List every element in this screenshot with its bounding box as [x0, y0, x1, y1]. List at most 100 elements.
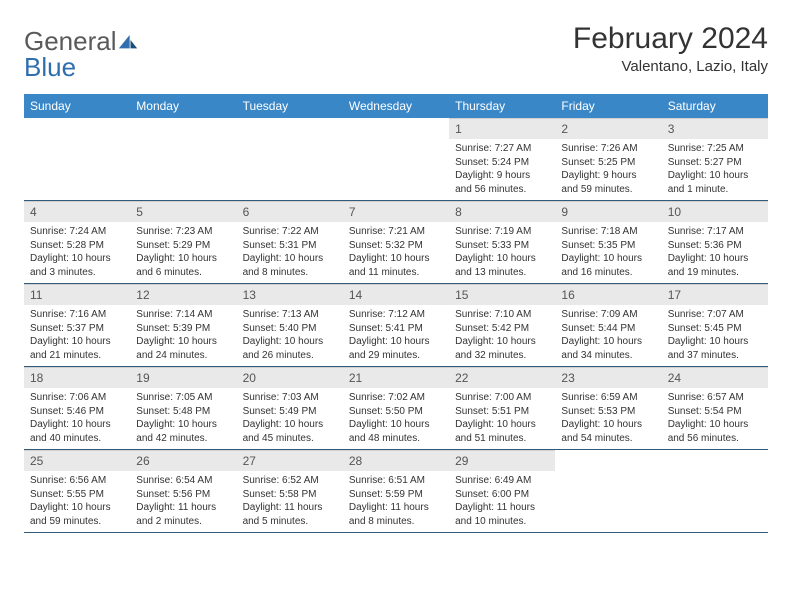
sunset-text: Sunset: 5:39 PM — [136, 322, 230, 336]
daylight-text: Daylight: 10 hours and 21 minutes. — [30, 335, 124, 362]
calendar-cell: 16Sunrise: 7:09 AMSunset: 5:44 PMDayligh… — [555, 284, 661, 367]
sunrise-text: Sunrise: 7:05 AM — [136, 391, 230, 405]
day-number: 7 — [343, 201, 449, 222]
calendar-cell — [343, 118, 449, 201]
sunrise-text: Sunrise: 6:52 AM — [243, 474, 337, 488]
day-data: Sunrise: 7:19 AMSunset: 5:33 PMDaylight:… — [449, 222, 555, 283]
daylight-text: Daylight: 10 hours and 26 minutes. — [243, 335, 337, 362]
day-data: Sunrise: 7:27 AMSunset: 5:24 PMDaylight:… — [449, 139, 555, 200]
day-data: Sunrise: 7:24 AMSunset: 5:28 PMDaylight:… — [24, 222, 130, 283]
brand-part2: Blue — [24, 52, 76, 82]
day-number: 19 — [130, 367, 236, 388]
daylight-text: Daylight: 10 hours and 29 minutes. — [349, 335, 443, 362]
calendar-cell: 22Sunrise: 7:00 AMSunset: 5:51 PMDayligh… — [449, 367, 555, 450]
day-number: 1 — [449, 118, 555, 139]
calendar-cell: 1Sunrise: 7:27 AMSunset: 5:24 PMDaylight… — [449, 118, 555, 201]
sunrise-text: Sunrise: 7:00 AM — [455, 391, 549, 405]
location: Valentano, Lazio, Italy — [573, 58, 768, 75]
calendar-cell: 12Sunrise: 7:14 AMSunset: 5:39 PMDayligh… — [130, 284, 236, 367]
day-data: Sunrise: 7:10 AMSunset: 5:42 PMDaylight:… — [449, 305, 555, 366]
day-data: Sunrise: 6:54 AMSunset: 5:56 PMDaylight:… — [130, 471, 236, 532]
sunrise-text: Sunrise: 7:13 AM — [243, 308, 337, 322]
calendar-cell — [662, 450, 768, 533]
sunset-text: Sunset: 5:45 PM — [668, 322, 762, 336]
day-data: Sunrise: 7:26 AMSunset: 5:25 PMDaylight:… — [555, 139, 661, 200]
sunset-text: Sunset: 5:27 PM — [668, 156, 762, 170]
day-data: Sunrise: 7:07 AMSunset: 5:45 PMDaylight:… — [662, 305, 768, 366]
day-number: 4 — [24, 201, 130, 222]
day-data: Sunrise: 7:21 AMSunset: 5:32 PMDaylight:… — [343, 222, 449, 283]
sunrise-text: Sunrise: 7:06 AM — [30, 391, 124, 405]
calendar-cell: 21Sunrise: 7:02 AMSunset: 5:50 PMDayligh… — [343, 367, 449, 450]
sunrise-text: Sunrise: 7:24 AM — [30, 225, 124, 239]
sunrise-text: Sunrise: 6:59 AM — [561, 391, 655, 405]
sunrise-text: Sunrise: 6:54 AM — [136, 474, 230, 488]
calendar-cell: 24Sunrise: 6:57 AMSunset: 5:54 PMDayligh… — [662, 367, 768, 450]
daylight-text: Daylight: 10 hours and 3 minutes. — [30, 252, 124, 279]
calendar-cell — [555, 450, 661, 533]
day-data: Sunrise: 7:00 AMSunset: 5:51 PMDaylight:… — [449, 388, 555, 449]
weekday-header: Thursday — [449, 94, 555, 118]
sunset-text: Sunset: 5:33 PM — [455, 239, 549, 253]
calendar-cell: 17Sunrise: 7:07 AMSunset: 5:45 PMDayligh… — [662, 284, 768, 367]
sunset-text: Sunset: 5:50 PM — [349, 405, 443, 419]
daylight-text: Daylight: 10 hours and 48 minutes. — [349, 418, 443, 445]
sunrise-text: Sunrise: 7:23 AM — [136, 225, 230, 239]
sunrise-text: Sunrise: 7:02 AM — [349, 391, 443, 405]
daylight-text: Daylight: 10 hours and 11 minutes. — [349, 252, 443, 279]
sunset-text: Sunset: 5:49 PM — [243, 405, 337, 419]
sunset-text: Sunset: 5:31 PM — [243, 239, 337, 253]
daylight-text: Daylight: 9 hours and 59 minutes. — [561, 169, 655, 196]
sunset-text: Sunset: 5:37 PM — [30, 322, 124, 336]
page-title: February 2024 — [573, 22, 768, 56]
calendar-cell: 6Sunrise: 7:22 AMSunset: 5:31 PMDaylight… — [237, 201, 343, 284]
sunrise-text: Sunrise: 7:03 AM — [243, 391, 337, 405]
sunset-text: Sunset: 5:35 PM — [561, 239, 655, 253]
day-data: Sunrise: 7:02 AMSunset: 5:50 PMDaylight:… — [343, 388, 449, 449]
calendar-cell: 8Sunrise: 7:19 AMSunset: 5:33 PMDaylight… — [449, 201, 555, 284]
day-number: 8 — [449, 201, 555, 222]
calendar-cell: 9Sunrise: 7:18 AMSunset: 5:35 PMDaylight… — [555, 201, 661, 284]
sunset-text: Sunset: 5:56 PM — [136, 488, 230, 502]
weekday-header: Saturday — [662, 94, 768, 118]
day-number: 22 — [449, 367, 555, 388]
weekday-header: Friday — [555, 94, 661, 118]
sunrise-text: Sunrise: 7:09 AM — [561, 308, 655, 322]
day-data: Sunrise: 6:52 AMSunset: 5:58 PMDaylight:… — [237, 471, 343, 532]
daylight-text: Daylight: 10 hours and 8 minutes. — [243, 252, 337, 279]
day-number: 21 — [343, 367, 449, 388]
daylight-text: Daylight: 10 hours and 6 minutes. — [136, 252, 230, 279]
day-data: Sunrise: 7:13 AMSunset: 5:40 PMDaylight:… — [237, 305, 343, 366]
sunrise-text: Sunrise: 7:14 AM — [136, 308, 230, 322]
calendar-cell: 13Sunrise: 7:13 AMSunset: 5:40 PMDayligh… — [237, 284, 343, 367]
calendar-cell: 4Sunrise: 7:24 AMSunset: 5:28 PMDaylight… — [24, 201, 130, 284]
calendar-cell: 11Sunrise: 7:16 AMSunset: 5:37 PMDayligh… — [24, 284, 130, 367]
daylight-text: Daylight: 10 hours and 59 minutes. — [30, 501, 124, 528]
calendar-table: SundayMondayTuesdayWednesdayThursdayFrid… — [24, 94, 768, 533]
sunset-text: Sunset: 5:42 PM — [455, 322, 549, 336]
calendar-cell: 20Sunrise: 7:03 AMSunset: 5:49 PMDayligh… — [237, 367, 343, 450]
day-number: 13 — [237, 284, 343, 305]
day-data: Sunrise: 6:59 AMSunset: 5:53 PMDaylight:… — [555, 388, 661, 449]
sunset-text: Sunset: 5:46 PM — [30, 405, 124, 419]
calendar-cell: 25Sunrise: 6:56 AMSunset: 5:55 PMDayligh… — [24, 450, 130, 533]
day-data: Sunrise: 7:25 AMSunset: 5:27 PMDaylight:… — [662, 139, 768, 200]
daylight-text: Daylight: 10 hours and 56 minutes. — [668, 418, 762, 445]
day-number: 24 — [662, 367, 768, 388]
sunrise-text: Sunrise: 7:21 AM — [349, 225, 443, 239]
sunset-text: Sunset: 5:51 PM — [455, 405, 549, 419]
sunset-text: Sunset: 5:41 PM — [349, 322, 443, 336]
daylight-text: Daylight: 11 hours and 8 minutes. — [349, 501, 443, 528]
day-data: Sunrise: 7:17 AMSunset: 5:36 PMDaylight:… — [662, 222, 768, 283]
calendar-cell: 27Sunrise: 6:52 AMSunset: 5:58 PMDayligh… — [237, 450, 343, 533]
day-number: 23 — [555, 367, 661, 388]
sunrise-text: Sunrise: 7:18 AM — [561, 225, 655, 239]
day-number: 20 — [237, 367, 343, 388]
day-data: Sunrise: 7:23 AMSunset: 5:29 PMDaylight:… — [130, 222, 236, 283]
sunset-text: Sunset: 6:00 PM — [455, 488, 549, 502]
day-number: 29 — [449, 450, 555, 471]
daylight-text: Daylight: 10 hours and 13 minutes. — [455, 252, 549, 279]
sunset-text: Sunset: 5:54 PM — [668, 405, 762, 419]
daylight-text: Daylight: 10 hours and 1 minute. — [668, 169, 762, 196]
sunrise-text: Sunrise: 6:49 AM — [455, 474, 549, 488]
